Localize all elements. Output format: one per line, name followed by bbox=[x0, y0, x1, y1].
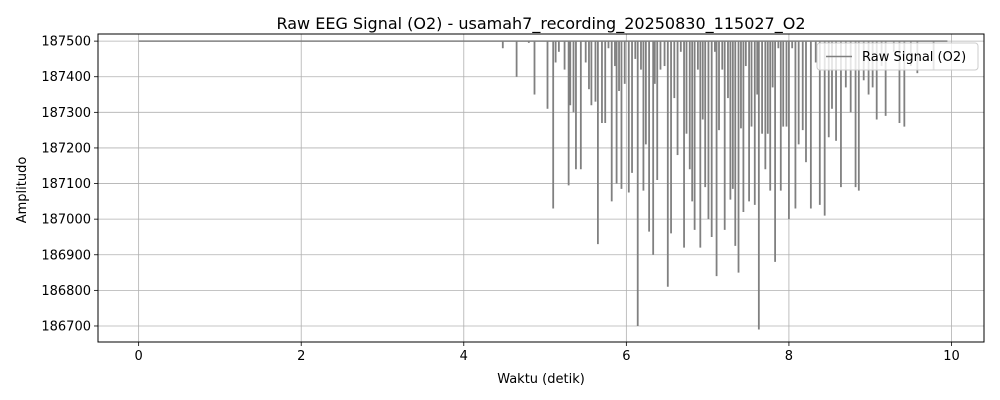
x-axis-label: Waktu (detik) bbox=[497, 372, 585, 387]
x-tick-label: 10 bbox=[943, 349, 960, 364]
x-tick-label: 4 bbox=[460, 349, 468, 364]
legend-box bbox=[816, 42, 979, 71]
y-axis-label: Amplitudo bbox=[15, 157, 30, 224]
legend: Raw Signal (O2) bbox=[816, 42, 979, 71]
x-tick-label: 0 bbox=[135, 349, 143, 364]
x-tick-label: 6 bbox=[622, 349, 630, 364]
y-tick-label: 186800 bbox=[41, 284, 91, 299]
y-tick-label: 186900 bbox=[41, 248, 91, 263]
plot-frame bbox=[97, 33, 985, 343]
chart-title: Raw EEG Signal (O2) - usamah7_recording_… bbox=[276, 14, 805, 34]
y-tick-label: 187000 bbox=[41, 213, 91, 228]
y-tick-label: 187300 bbox=[41, 106, 91, 121]
y-tick-label: 187500 bbox=[41, 35, 91, 50]
x-tick-label: 2 bbox=[297, 349, 305, 364]
y-tick-label: 186700 bbox=[41, 319, 91, 334]
y-tick-label: 187400 bbox=[41, 70, 91, 85]
y-tick-label: 187100 bbox=[41, 177, 91, 192]
y-axis-ticks: 186700 186800 186900 187000 187100 187200 1873… bbox=[41, 35, 98, 334]
y-tick-label: 187200 bbox=[41, 141, 91, 156]
x-axis-ticks: 0 2 4 6 8 10 bbox=[135, 342, 960, 364]
legend-label: Raw Signal (O2) bbox=[862, 50, 966, 65]
x-tick-label: 8 bbox=[785, 349, 793, 364]
